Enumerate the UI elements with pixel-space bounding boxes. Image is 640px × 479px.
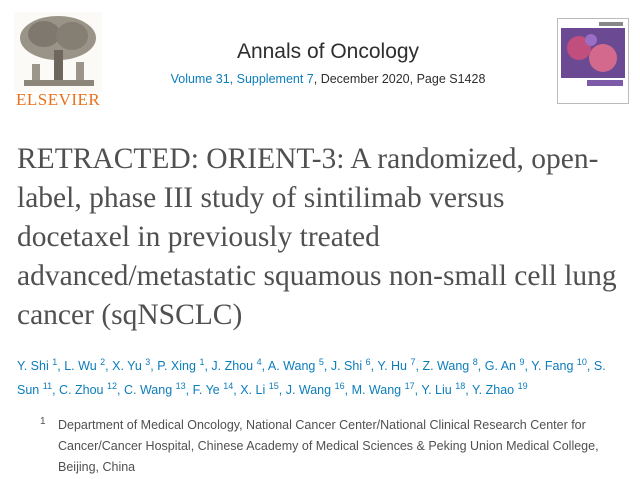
author-separator: ,	[323, 359, 328, 374]
author-name[interactable]: F. Ye	[192, 383, 220, 398]
author-separator: ,	[117, 383, 121, 398]
author-separator: ,	[261, 359, 266, 374]
affiliation-list: 1 Department of Medical Oncology, Nationa…	[40, 415, 620, 478]
author-name[interactable]: X. Li	[240, 383, 266, 398]
author-list: Y. Shi 1, L. Wu 2, X. Yu 3, P. Xing 1, J…	[17, 352, 632, 400]
author-separator: ,	[185, 383, 190, 398]
author-separator: ,	[52, 383, 56, 398]
author-separator: ,	[150, 359, 154, 374]
author-separator: ,	[415, 359, 419, 374]
author-affiliation-ref: 16	[334, 381, 345, 392]
author-separator: ,	[477, 359, 482, 374]
author-name[interactable]: Y. Liu	[421, 383, 452, 398]
article-title: RETRACTED: ORIENT-3: A randomized, open-…	[17, 143, 617, 331]
author-affiliation-ref: 6	[365, 357, 371, 367]
author-separator: ,	[344, 383, 349, 398]
volume-line: Volume 31, Supplement 7, December 2020, …	[0, 72, 640, 86]
author-affiliation-ref: 12	[107, 381, 118, 392]
author-separator: ,	[233, 383, 237, 398]
volume-details: , December 2020, Page S1428	[313, 72, 486, 86]
author-name[interactable]: J. Shi	[330, 359, 363, 374]
author-name[interactable]: J. Wang	[285, 383, 332, 398]
author-separator: ,	[370, 359, 375, 374]
author-affiliation-ref: 2	[100, 357, 106, 367]
author-affiliation-ref: 5	[318, 357, 324, 367]
author-name[interactable]: S. Sun	[17, 359, 606, 398]
author-separator: ,	[278, 383, 283, 398]
author-name[interactable]: Y. Zhao	[471, 383, 515, 398]
author-affiliation-ref: 11	[42, 381, 53, 392]
affiliation-text: Department of Medical Oncology, National…	[58, 418, 599, 474]
author-name[interactable]: M. Wang	[351, 383, 402, 398]
author-affiliation-ref: 13	[175, 381, 186, 392]
author-name[interactable]: C. Wang	[123, 383, 173, 398]
author-separator: ,	[204, 359, 208, 374]
affiliation: 1 Department of Medical Oncology, Nationa…	[40, 415, 620, 478]
author-affiliation-ref: 1	[199, 357, 205, 367]
author-name[interactable]: Z. Wang	[422, 359, 470, 374]
author-affiliation-ref: 19	[517, 381, 528, 392]
author-affiliation-ref: 18	[455, 381, 466, 392]
author-name[interactable]: C. Zhou	[59, 383, 104, 398]
author-affiliation-ref: 17	[404, 381, 415, 392]
author-separator: ,	[524, 359, 528, 374]
elsevier-logo	[14, 12, 102, 92]
author-name[interactable]: A. Wang	[267, 359, 316, 374]
publisher-name: ELSEVIER	[16, 90, 101, 109]
affiliation-number: 1	[40, 416, 46, 427]
author-affiliation-ref: 10	[576, 357, 587, 367]
author-name[interactable]: L. Wu	[64, 359, 97, 374]
author-name[interactable]: X. Yu	[112, 359, 142, 374]
author-name[interactable]: Y. Fang	[531, 359, 574, 374]
journal-title: Annals of Oncology	[236, 40, 420, 63]
author-separator: ,	[414, 383, 419, 398]
author-separator: ,	[586, 359, 591, 374]
author-name[interactable]: Y. Shi	[17, 359, 49, 374]
author-affiliation-ref: 9	[519, 357, 525, 367]
journal-cover	[557, 18, 629, 104]
author-affiliation-ref: 8	[472, 357, 478, 367]
author-separator: ,	[105, 359, 109, 374]
author-name[interactable]: J. Zhou	[211, 359, 254, 374]
author-affiliation-ref: 3	[145, 357, 151, 367]
author-affiliation-ref: 4	[256, 357, 262, 367]
author-name[interactable]: P. Xing	[157, 359, 196, 374]
volume-link[interactable]: Volume 31, Supplement 7	[170, 72, 314, 86]
author-name[interactable]: G. An	[484, 359, 516, 374]
author-separator: ,	[465, 383, 469, 398]
author-affiliation-ref: 14	[223, 381, 234, 392]
author-name[interactable]: Y. Hu	[377, 359, 407, 374]
author-separator: ,	[57, 359, 61, 374]
author-affiliation-ref: 1	[52, 357, 58, 367]
author-affiliation-ref: 7	[410, 357, 416, 367]
author-affiliation-ref: 15	[268, 381, 279, 392]
